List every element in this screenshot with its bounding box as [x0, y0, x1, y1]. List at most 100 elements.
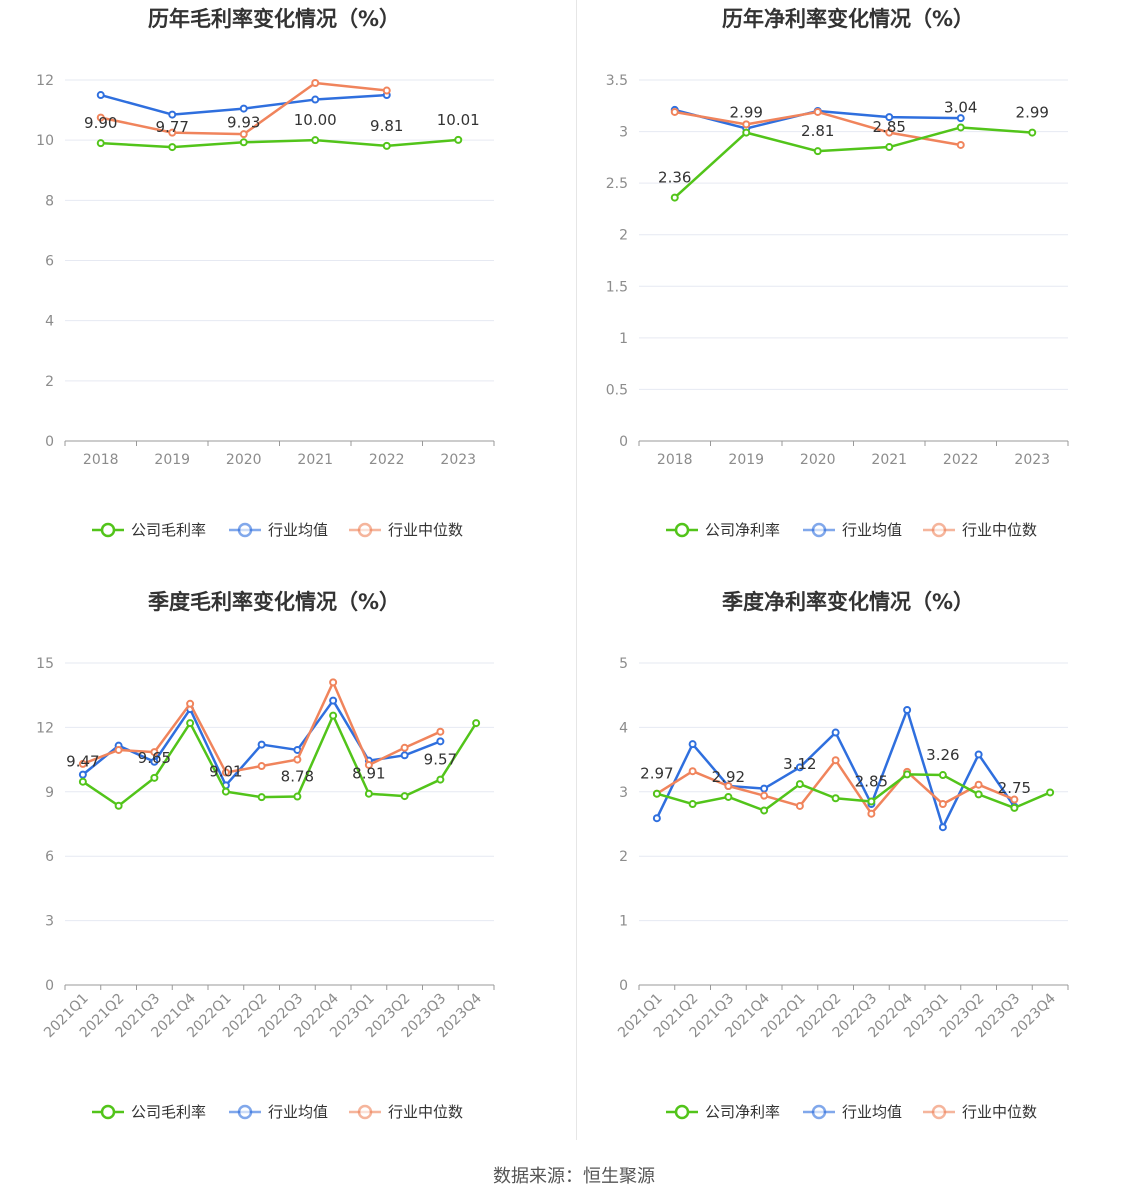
legend-item-median[interactable]: 行业中位数	[923, 521, 1037, 539]
data-point-company[interactable]	[831, 794, 840, 803]
data-point-company[interactable]	[724, 792, 733, 801]
data-point-median[interactable]	[364, 760, 373, 769]
data-point-median[interactable]	[813, 107, 822, 116]
data-point-avg[interactable]	[400, 751, 409, 760]
data-point-company[interactable]	[1046, 788, 1055, 797]
data-point-median[interactable]	[96, 113, 105, 122]
legend-item-median[interactable]: 行业中位数	[349, 521, 463, 539]
data-point-avg[interactable]	[903, 706, 912, 715]
data-point-median[interactable]	[114, 745, 123, 754]
data-point-median[interactable]	[400, 743, 409, 752]
data-point-avg[interactable]	[78, 770, 87, 779]
data-point-median[interactable]	[329, 678, 338, 687]
data-point-company[interactable]	[885, 143, 894, 152]
data-point-avg[interactable]	[239, 104, 248, 113]
legend-item-avg[interactable]: 行业均值	[229, 1103, 328, 1121]
legend-item-median[interactable]: 行业中位数	[923, 1103, 1037, 1121]
data-point-median[interactable]	[956, 140, 965, 149]
legend-item-company[interactable]: 公司毛利率	[92, 521, 206, 539]
data-point-company[interactable]	[400, 792, 409, 801]
data-point-avg[interactable]	[150, 757, 159, 766]
data-point-company[interactable]	[96, 139, 105, 148]
data-point-company[interactable]	[652, 789, 661, 798]
data-point-median[interactable]	[974, 780, 983, 789]
data-point-median[interactable]	[168, 128, 177, 137]
data-point-avg[interactable]	[938, 823, 947, 832]
data-point-company[interactable]	[670, 193, 679, 202]
data-point-company[interactable]	[311, 136, 320, 145]
data-point-median[interactable]	[867, 809, 876, 818]
data-point-company[interactable]	[956, 123, 965, 132]
data-point-company[interactable]	[78, 777, 87, 786]
legend-item-company[interactable]: 公司净利率	[666, 1103, 780, 1121]
data-point-median[interactable]	[78, 759, 87, 768]
data-point-avg[interactable]	[311, 95, 320, 104]
data-point-median[interactable]	[760, 791, 769, 800]
data-point-median[interactable]	[257, 762, 266, 771]
legend-item-avg[interactable]: 行业均值	[229, 521, 328, 539]
data-point-median[interactable]	[311, 79, 320, 88]
data-point-median[interactable]	[1010, 795, 1019, 804]
data-point-company[interactable]	[257, 793, 266, 802]
data-point-median[interactable]	[795, 801, 804, 810]
data-point-avg[interactable]	[96, 91, 105, 100]
data-point-company[interactable]	[867, 797, 876, 806]
legend-item-company[interactable]: 公司净利率	[666, 521, 780, 539]
data-point-avg[interactable]	[257, 740, 266, 749]
data-point-company[interactable]	[382, 141, 391, 150]
data-point-median[interactable]	[221, 768, 230, 777]
data-point-avg[interactable]	[760, 784, 769, 793]
data-point-avg[interactable]	[831, 728, 840, 737]
data-point-median[interactable]	[742, 120, 751, 129]
data-point-company[interactable]	[795, 780, 804, 789]
data-point-avg[interactable]	[688, 740, 697, 749]
data-point-company[interactable]	[1028, 128, 1037, 137]
data-point-avg[interactable]	[956, 114, 965, 123]
data-point-company[interactable]	[239, 138, 248, 147]
data-point-company[interactable]	[114, 801, 123, 810]
data-point-company[interactable]	[221, 787, 230, 796]
data-point-company[interactable]	[472, 719, 481, 728]
data-point-median[interactable]	[724, 782, 733, 791]
data-label: 9.47	[66, 753, 99, 771]
data-point-company[interactable]	[436, 775, 445, 784]
data-point-median[interactable]	[382, 86, 391, 95]
data-point-avg[interactable]	[329, 696, 338, 705]
data-point-company[interactable]	[938, 771, 947, 780]
data-point-median[interactable]	[688, 767, 697, 776]
data-point-median[interactable]	[885, 128, 894, 137]
legend-item-avg[interactable]: 行业均值	[803, 521, 902, 539]
data-point-company[interactable]	[903, 770, 912, 779]
data-point-company[interactable]	[364, 789, 373, 798]
data-point-company[interactable]	[688, 800, 697, 809]
data-point-company[interactable]	[168, 143, 177, 152]
data-point-median[interactable]	[150, 748, 159, 757]
data-point-median[interactable]	[186, 699, 195, 708]
data-point-avg[interactable]	[436, 737, 445, 746]
data-point-company[interactable]	[742, 128, 751, 137]
data-point-avg[interactable]	[293, 745, 302, 754]
data-point-company[interactable]	[813, 147, 822, 156]
data-point-company[interactable]	[454, 135, 463, 144]
data-point-median[interactable]	[293, 755, 302, 764]
data-point-company[interactable]	[760, 806, 769, 815]
data-point-company[interactable]	[293, 792, 302, 801]
data-point-company[interactable]	[329, 711, 338, 720]
data-point-avg[interactable]	[652, 814, 661, 823]
data-point-median[interactable]	[670, 107, 679, 116]
data-point-company[interactable]	[150, 773, 159, 782]
data-point-median[interactable]	[938, 800, 947, 809]
legend-item-company[interactable]: 公司毛利率	[92, 1103, 206, 1121]
data-point-avg[interactable]	[795, 763, 804, 772]
data-point-company[interactable]	[1010, 803, 1019, 812]
data-point-company[interactable]	[974, 790, 983, 799]
data-point-avg[interactable]	[974, 750, 983, 759]
data-point-avg[interactable]	[885, 113, 894, 122]
data-point-avg[interactable]	[168, 110, 177, 119]
data-point-company[interactable]	[186, 719, 195, 728]
data-point-median[interactable]	[831, 756, 840, 765]
legend-item-avg[interactable]: 行业均值	[803, 1103, 902, 1121]
legend-item-median[interactable]: 行业中位数	[349, 1103, 463, 1121]
data-point-median[interactable]	[436, 727, 445, 736]
data-point-median[interactable]	[239, 130, 248, 139]
